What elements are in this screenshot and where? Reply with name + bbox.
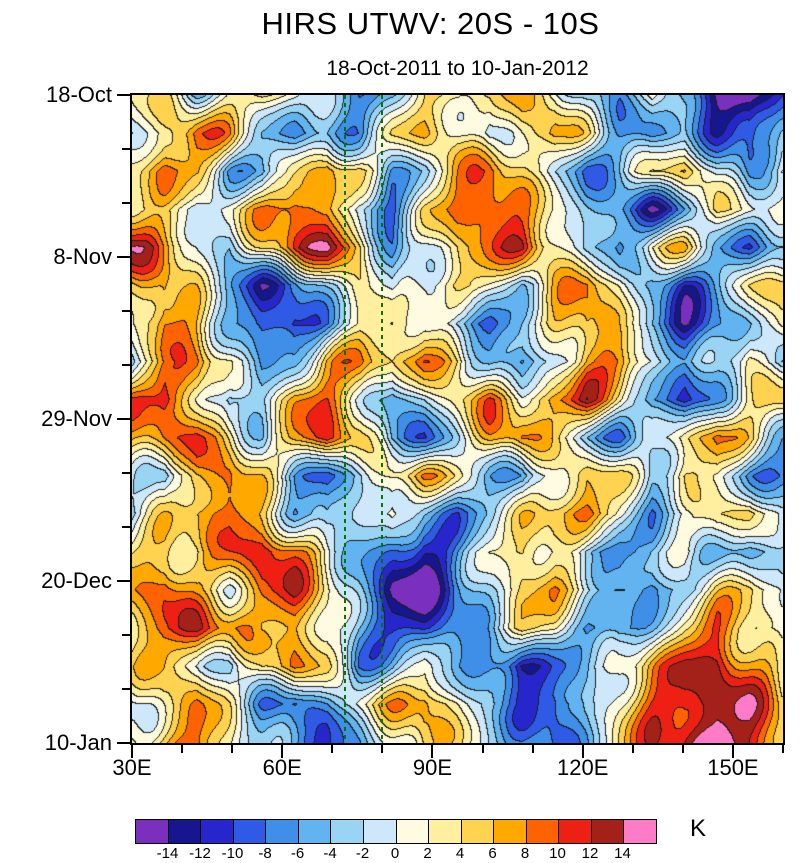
y-minor-tick bbox=[122, 310, 130, 312]
x-minor-tick bbox=[782, 745, 784, 753]
colorbar-cell bbox=[330, 820, 363, 843]
y-tick-label: 18-Oct bbox=[45, 82, 112, 107]
x-minor-tick bbox=[331, 745, 334, 753]
colorbar-cell bbox=[493, 820, 526, 843]
y-tick-label: 20-Dec bbox=[41, 568, 112, 593]
y-minor-tick bbox=[122, 634, 130, 636]
colorbar-cell bbox=[558, 820, 591, 843]
dashed-vline bbox=[381, 95, 384, 743]
colorbar-tick-label: 8 bbox=[520, 845, 530, 862]
colorbar-tick-label: -8 bbox=[258, 845, 272, 862]
colorbar-cell bbox=[362, 820, 396, 843]
colorbar-cell bbox=[232, 820, 266, 843]
colorbar-tick-label: 12 bbox=[581, 845, 599, 862]
y-major-tick bbox=[117, 742, 130, 744]
x-minor-tick bbox=[531, 745, 534, 753]
chart-title: HIRS UTWV: 20S - 10S bbox=[261, 6, 600, 41]
x-tick-label: 90E bbox=[412, 755, 453, 780]
y-major-tick bbox=[117, 580, 130, 582]
y-major-tick bbox=[117, 256, 130, 258]
colorbar-cell bbox=[428, 820, 461, 843]
colorbar-cell bbox=[297, 820, 331, 843]
y-minor-tick bbox=[122, 688, 130, 690]
x-minor-tick bbox=[231, 745, 234, 753]
x-minor-tick bbox=[381, 745, 384, 753]
colorbar-tick-label: 10 bbox=[549, 845, 566, 862]
y-minor-tick bbox=[122, 526, 130, 528]
x-major-tick bbox=[131, 745, 133, 758]
heatmap-canvas bbox=[132, 95, 783, 743]
colorbar-tick-label: 4 bbox=[455, 845, 465, 862]
colorbar-tick-label: -6 bbox=[290, 845, 305, 862]
colorbar-units-label: K bbox=[690, 815, 707, 842]
colorbar-cell bbox=[525, 820, 559, 843]
colorbar-tick-label: 0 bbox=[390, 845, 400, 862]
x-tick-label: 30E bbox=[112, 755, 152, 780]
colorbar-tick-label: 6 bbox=[488, 845, 497, 862]
colorbar-cell bbox=[460, 820, 494, 843]
colorbar-tick-label: -2 bbox=[355, 845, 370, 862]
colorbar bbox=[135, 819, 657, 844]
chart-subtitle: 18-Oct-2011 to 10-Jan-2012 bbox=[326, 57, 589, 80]
x-minor-tick bbox=[681, 745, 684, 753]
x-tick-label: 150E bbox=[707, 755, 759, 780]
x-tick-label: 60E bbox=[262, 755, 302, 780]
x-minor-tick bbox=[631, 745, 634, 753]
y-minor-tick bbox=[122, 148, 130, 150]
x-tick-label: 120E bbox=[556, 755, 609, 780]
colorbar-tick-label: -4 bbox=[323, 845, 337, 862]
colorbar-tick-label: -10 bbox=[221, 845, 244, 862]
y-tick-label: 10-Jan bbox=[44, 730, 112, 755]
x-major-tick bbox=[281, 745, 284, 758]
colorbar-cell bbox=[200, 820, 233, 843]
x-major-tick bbox=[731, 745, 734, 758]
colorbar-cell bbox=[590, 820, 624, 843]
colorbar-cell bbox=[623, 820, 656, 843]
plot-area bbox=[130, 93, 785, 745]
colorbar-tick-label: 14 bbox=[614, 845, 631, 862]
y-tick-label: 8-Nov bbox=[53, 244, 112, 269]
y-minor-tick bbox=[122, 202, 130, 204]
colorbar-tick-label: 2 bbox=[423, 845, 432, 862]
colorbar-tick-label: -12 bbox=[189, 845, 211, 862]
colorbar-tick-label: -14 bbox=[156, 845, 179, 862]
colorbar-cell bbox=[395, 820, 429, 843]
y-major-tick bbox=[117, 418, 130, 420]
colorbar-cell bbox=[265, 820, 298, 843]
x-major-tick bbox=[431, 745, 434, 758]
y-minor-tick bbox=[122, 472, 130, 474]
dashed-vline bbox=[343, 95, 346, 743]
x-minor-tick bbox=[181, 745, 184, 753]
colorbar-cell bbox=[136, 820, 168, 843]
x-major-tick bbox=[581, 745, 584, 758]
y-major-tick bbox=[117, 94, 130, 96]
y-tick-label: 29-Nov bbox=[41, 406, 112, 431]
x-minor-tick bbox=[481, 745, 484, 753]
colorbar-cell bbox=[167, 820, 201, 843]
y-minor-tick bbox=[122, 364, 130, 366]
